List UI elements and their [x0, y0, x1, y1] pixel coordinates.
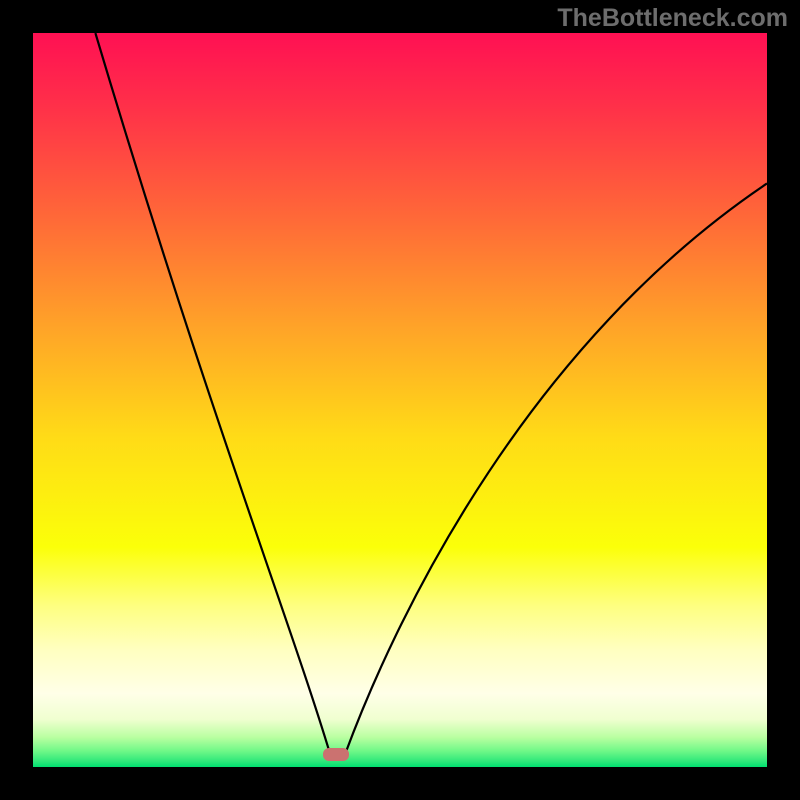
plot-svg [33, 33, 767, 767]
watermark-text: TheBottleneck.com [557, 4, 788, 33]
chart-container: TheBottleneck.com [0, 0, 800, 800]
plot-area [33, 33, 767, 767]
vertex-marker [323, 748, 349, 761]
